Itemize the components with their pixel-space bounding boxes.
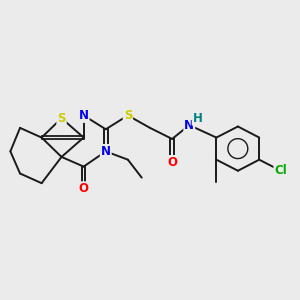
Text: N: N [79, 109, 88, 122]
Text: S: S [124, 109, 132, 122]
Text: Cl: Cl [274, 164, 287, 177]
Text: S: S [57, 112, 66, 125]
Text: N: N [101, 145, 111, 158]
Text: N: N [184, 118, 194, 132]
Text: H: H [193, 112, 202, 125]
Text: O: O [79, 182, 88, 195]
Text: O: O [167, 156, 177, 169]
